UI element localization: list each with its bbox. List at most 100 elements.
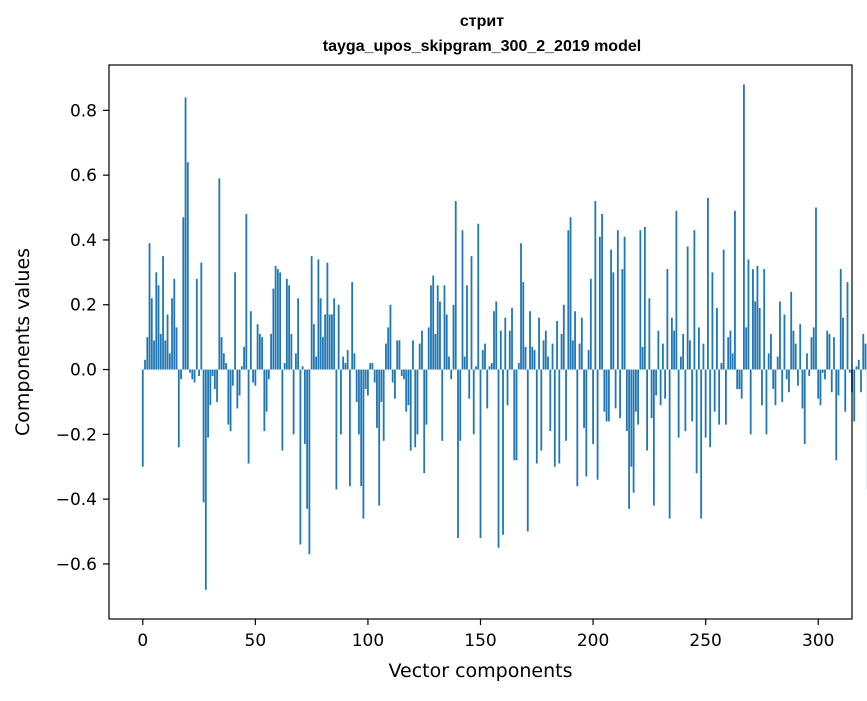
bar <box>743 84 745 369</box>
bar <box>502 370 504 535</box>
bar <box>826 331 828 370</box>
bar <box>459 370 461 441</box>
bar <box>693 230 695 369</box>
bar <box>633 370 635 493</box>
bar <box>759 308 761 370</box>
bar <box>516 370 518 461</box>
bar <box>151 298 153 369</box>
bar <box>811 337 813 369</box>
bar <box>768 353 770 369</box>
bar <box>808 370 810 376</box>
bar <box>714 370 716 412</box>
bar <box>739 370 741 389</box>
bar <box>336 370 338 490</box>
bar <box>367 370 369 396</box>
bar <box>327 263 329 370</box>
bar <box>484 344 486 370</box>
bar <box>552 344 554 370</box>
bar <box>164 340 166 369</box>
bar <box>549 370 551 432</box>
bar <box>725 370 727 425</box>
x-tick-label: 100 <box>352 631 384 651</box>
bar <box>225 363 227 369</box>
bar <box>543 340 545 369</box>
bar <box>239 370 241 396</box>
bar <box>637 370 639 425</box>
bar <box>862 334 864 370</box>
bar <box>842 318 844 370</box>
bar <box>489 366 491 369</box>
bar <box>374 370 376 383</box>
bar <box>385 344 387 370</box>
bar <box>372 363 374 369</box>
bar <box>666 269 668 369</box>
bar <box>308 370 310 555</box>
bar <box>675 211 677 370</box>
bar <box>777 357 779 370</box>
bar <box>657 331 659 370</box>
x-axis-label: Vector components <box>389 660 573 682</box>
bar <box>617 230 619 369</box>
bar <box>482 350 484 369</box>
bar <box>536 370 538 464</box>
bar <box>662 344 664 370</box>
bar <box>721 363 723 369</box>
bar <box>345 363 347 369</box>
bar <box>410 370 412 451</box>
bar <box>198 370 200 376</box>
bar <box>466 285 468 369</box>
bar <box>691 370 693 422</box>
bar <box>498 370 500 548</box>
bar <box>583 370 585 428</box>
bar <box>284 363 286 369</box>
bar <box>245 214 247 370</box>
bar <box>597 370 599 480</box>
bar <box>606 370 608 422</box>
bar <box>820 370 822 406</box>
bar <box>207 370 209 438</box>
bar <box>651 370 653 419</box>
bar <box>272 289 274 370</box>
bar <box>153 340 155 369</box>
bar <box>799 324 801 369</box>
bar <box>333 298 335 369</box>
bar <box>829 334 831 370</box>
bar <box>218 178 220 369</box>
y-axis-label: Components values <box>12 248 34 436</box>
bar <box>187 162 189 369</box>
bar <box>394 370 396 399</box>
bar <box>540 370 542 451</box>
bar <box>329 314 331 369</box>
bar <box>538 318 540 370</box>
bar <box>752 269 754 369</box>
y-tick-label: −0.6 <box>56 555 97 575</box>
bar <box>673 331 675 370</box>
bar <box>624 237 626 370</box>
bar <box>209 370 211 406</box>
bar <box>486 370 488 409</box>
bar <box>196 279 198 370</box>
bar <box>630 370 632 467</box>
bar <box>331 314 333 369</box>
bar <box>322 337 324 369</box>
bar <box>455 201 457 369</box>
bar <box>507 370 509 406</box>
bar <box>160 334 162 370</box>
bar <box>295 353 297 369</box>
bar <box>565 370 567 441</box>
bar <box>619 370 621 419</box>
bar <box>473 370 475 435</box>
bar <box>860 370 862 393</box>
bar <box>365 370 367 389</box>
bar <box>342 357 344 370</box>
bar <box>158 285 160 369</box>
bar <box>347 350 349 369</box>
bar <box>423 370 425 474</box>
bar <box>797 370 799 386</box>
bar <box>462 230 464 369</box>
bar <box>480 370 482 538</box>
chart-subtitle: tayga_upos_skipgram_300_2_2019 model <box>323 38 641 55</box>
bar <box>757 266 759 370</box>
bar <box>838 370 840 396</box>
bar <box>194 370 196 383</box>
